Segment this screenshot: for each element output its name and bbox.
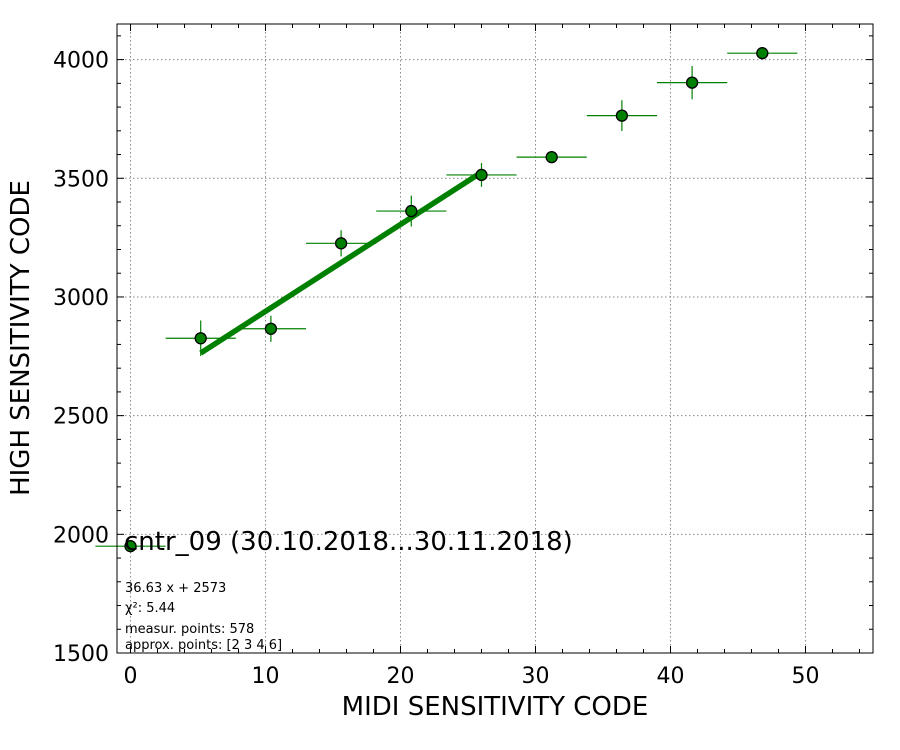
x-axis-label: MIDI SENSITIVITY CODE [342, 692, 649, 722]
data-point [657, 66, 728, 100]
chart-title: cntr_09 (30.10.2018...30.11.2018) [124, 527, 573, 557]
y-tick-label: 3000 [53, 286, 109, 311]
fit-line [199, 169, 483, 356]
y-axis-label: HIGH SENSITIVITY CODE [6, 180, 36, 496]
approx-points: approx. points: [2 3 4 6] [125, 638, 282, 653]
data-point [516, 151, 587, 164]
data-points [95, 47, 798, 553]
plot-frame [116, 23, 874, 654]
point-marker [124, 540, 137, 553]
y-tick-label: 4000 [53, 49, 109, 74]
point-marker [334, 237, 348, 250]
point-marker [475, 168, 488, 182]
data-point [165, 320, 236, 357]
x-tick-label: 20 [387, 664, 415, 689]
data-point [586, 100, 657, 132]
point-marker [685, 76, 699, 89]
x-tick-label: 10 [252, 664, 280, 689]
x-tick-label: 50 [792, 664, 820, 689]
y-tick-label: 2500 [53, 405, 109, 430]
data-point [376, 195, 447, 227]
measured-points: measur. points: 578 [125, 622, 254, 637]
fit-equation: 36.63 x + 2573 [125, 581, 226, 596]
data-point [306, 230, 377, 257]
chi-square: χ²: 5.44 [125, 601, 175, 616]
y-tick-label: 1500 [53, 642, 109, 667]
y-tick-label: 2000 [53, 523, 109, 548]
x-tick-label: 40 [657, 664, 685, 689]
point-marker [615, 109, 629, 122]
y-tick-label: 3500 [53, 167, 109, 192]
point-marker [545, 151, 558, 164]
data-point [446, 163, 517, 187]
data-point [95, 540, 166, 553]
data-point [727, 47, 798, 60]
point-marker [194, 332, 207, 345]
axis-ticks: 0 10 20 30 40 50 1500 2000 2500 3000 3500 4000 [53, 24, 873, 689]
x-tick-label: 0 [124, 664, 138, 689]
fit-line-group [199, 169, 483, 356]
data-point [235, 315, 306, 342]
point-marker [756, 47, 769, 60]
point-marker [405, 204, 418, 218]
point-marker [264, 322, 278, 335]
x-tick-label: 30 [522, 664, 550, 689]
